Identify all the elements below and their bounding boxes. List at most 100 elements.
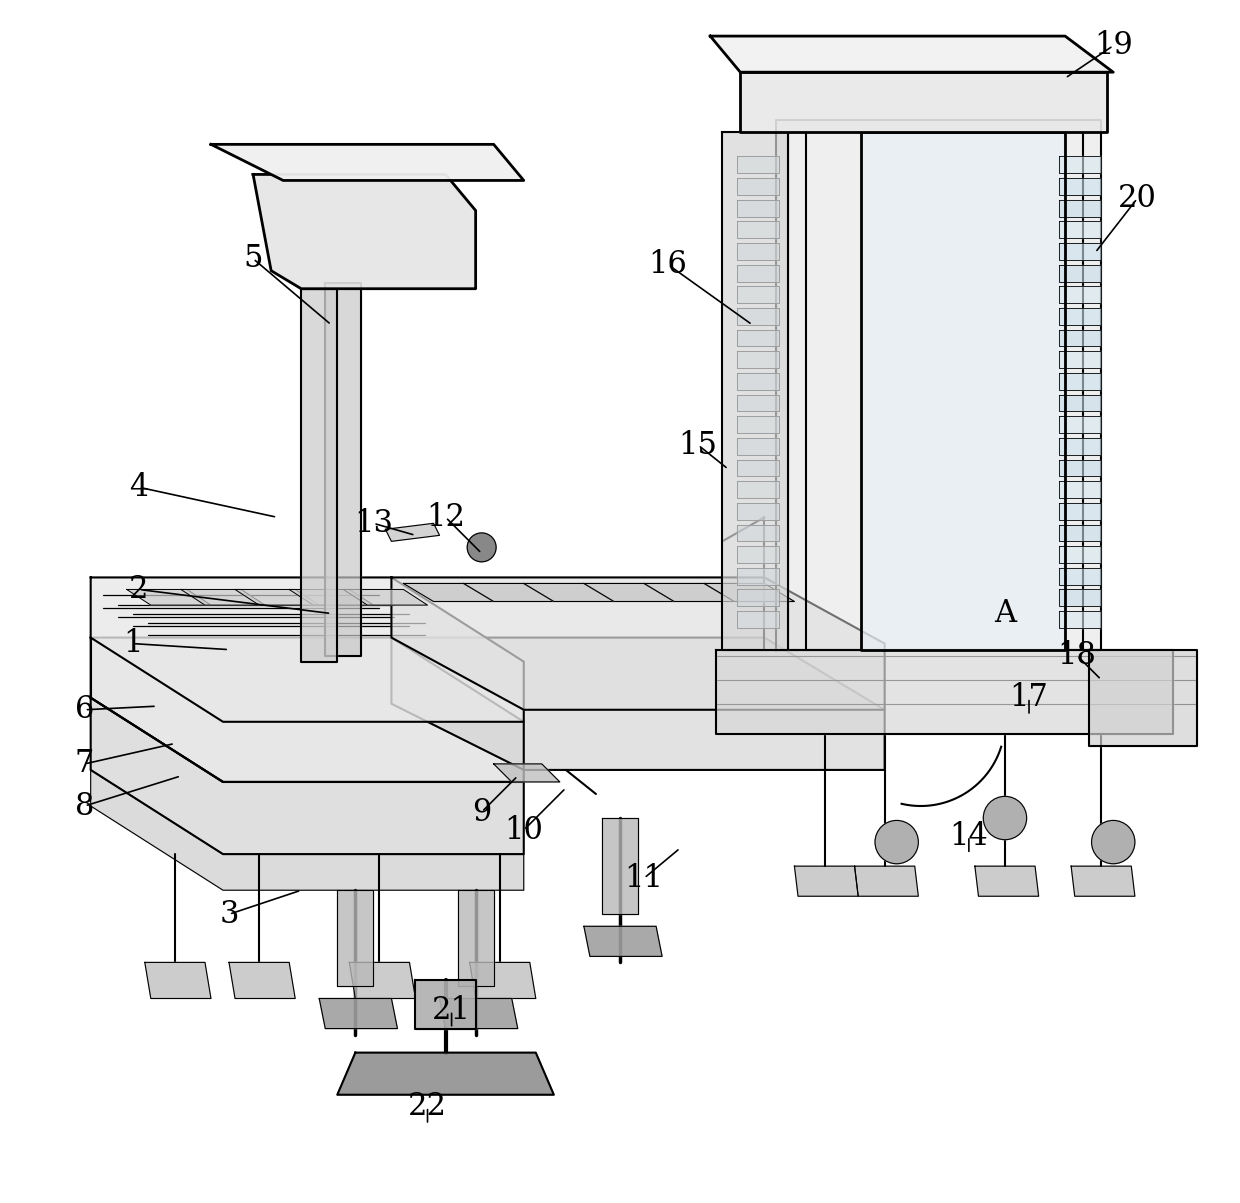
Polygon shape <box>717 650 1173 734</box>
Polygon shape <box>737 481 779 498</box>
Polygon shape <box>776 120 1101 650</box>
Text: 21: 21 <box>432 995 471 1026</box>
Polygon shape <box>91 638 523 782</box>
Polygon shape <box>737 589 779 606</box>
Polygon shape <box>737 373 779 390</box>
Polygon shape <box>403 583 494 602</box>
Polygon shape <box>229 962 295 998</box>
Polygon shape <box>737 330 779 346</box>
Polygon shape <box>458 890 494 986</box>
Polygon shape <box>737 525 779 541</box>
Polygon shape <box>854 866 919 896</box>
Circle shape <box>1091 820 1135 864</box>
Text: 11: 11 <box>625 863 663 894</box>
Polygon shape <box>415 980 476 1029</box>
Polygon shape <box>1059 416 1101 433</box>
Polygon shape <box>337 890 373 986</box>
Polygon shape <box>392 638 884 770</box>
Polygon shape <box>1059 243 1101 260</box>
Polygon shape <box>737 308 779 325</box>
Polygon shape <box>523 583 614 602</box>
Polygon shape <box>301 289 337 662</box>
Polygon shape <box>1059 265 1101 282</box>
Polygon shape <box>253 174 476 289</box>
Polygon shape <box>737 178 779 195</box>
Circle shape <box>467 533 496 562</box>
Polygon shape <box>737 416 779 433</box>
Polygon shape <box>737 460 779 476</box>
Polygon shape <box>91 698 523 854</box>
Polygon shape <box>1059 438 1101 455</box>
Text: 19: 19 <box>1094 30 1132 61</box>
Polygon shape <box>975 866 1039 896</box>
Polygon shape <box>1059 546 1101 563</box>
Polygon shape <box>1059 221 1101 238</box>
Polygon shape <box>1059 200 1101 217</box>
Polygon shape <box>392 577 884 710</box>
Polygon shape <box>91 770 523 890</box>
Text: 13: 13 <box>353 508 393 539</box>
Text: 15: 15 <box>678 429 718 461</box>
Polygon shape <box>337 1053 554 1095</box>
Polygon shape <box>236 589 319 605</box>
Polygon shape <box>737 286 779 303</box>
Polygon shape <box>584 583 675 602</box>
Polygon shape <box>439 998 518 1029</box>
Text: 1: 1 <box>123 628 143 659</box>
Polygon shape <box>737 395 779 411</box>
Polygon shape <box>711 36 1114 72</box>
Text: A: A <box>994 598 1016 629</box>
Text: 4: 4 <box>129 472 149 503</box>
Polygon shape <box>737 221 779 238</box>
Text: 8: 8 <box>74 790 94 822</box>
Text: 16: 16 <box>649 249 687 280</box>
Polygon shape <box>584 926 662 956</box>
Text: 12: 12 <box>427 502 465 533</box>
Polygon shape <box>386 523 439 541</box>
Polygon shape <box>464 583 554 602</box>
Text: 3: 3 <box>219 899 239 930</box>
Polygon shape <box>1059 286 1101 303</box>
Polygon shape <box>1059 308 1101 325</box>
Polygon shape <box>861 132 1065 650</box>
Polygon shape <box>737 611 779 628</box>
Polygon shape <box>1059 351 1101 368</box>
Text: 20: 20 <box>1117 183 1157 214</box>
Polygon shape <box>211 144 523 180</box>
Polygon shape <box>325 283 361 656</box>
Polygon shape <box>737 200 779 217</box>
Circle shape <box>983 796 1027 840</box>
Polygon shape <box>181 589 265 605</box>
Text: 2: 2 <box>129 574 149 605</box>
Polygon shape <box>1089 650 1198 746</box>
Text: 6: 6 <box>74 694 94 725</box>
Circle shape <box>875 820 919 864</box>
Polygon shape <box>740 72 1107 132</box>
Polygon shape <box>704 583 795 602</box>
Polygon shape <box>737 156 779 173</box>
Text: 14: 14 <box>950 820 988 852</box>
Polygon shape <box>644 583 734 602</box>
Polygon shape <box>1059 373 1101 390</box>
Polygon shape <box>1059 460 1101 476</box>
Polygon shape <box>737 351 779 368</box>
Text: 9: 9 <box>472 796 491 828</box>
Text: 17: 17 <box>1009 682 1049 713</box>
Polygon shape <box>470 962 536 998</box>
Text: 7: 7 <box>74 748 94 780</box>
Polygon shape <box>494 764 559 782</box>
Polygon shape <box>737 243 779 260</box>
Polygon shape <box>722 132 789 650</box>
Polygon shape <box>319 998 398 1029</box>
Polygon shape <box>350 962 415 998</box>
Polygon shape <box>289 589 373 605</box>
Text: 10: 10 <box>505 814 543 846</box>
Polygon shape <box>145 962 211 998</box>
Polygon shape <box>1071 866 1135 896</box>
Polygon shape <box>737 265 779 282</box>
Text: 18: 18 <box>1058 640 1096 671</box>
Polygon shape <box>1059 156 1101 173</box>
Text: 5: 5 <box>243 243 263 274</box>
Polygon shape <box>1059 611 1101 628</box>
Polygon shape <box>601 818 639 914</box>
